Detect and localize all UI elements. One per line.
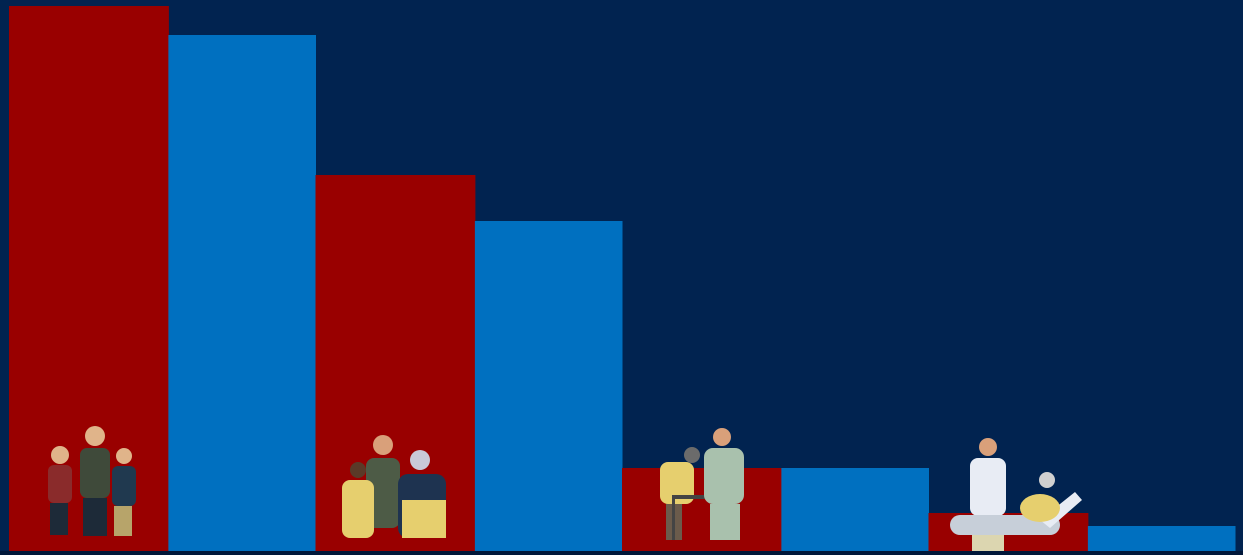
bars [9, 6, 1236, 551]
bar [1087, 526, 1236, 551]
people-illustration [48, 426, 136, 536]
bar [622, 468, 782, 551]
bar [781, 468, 929, 551]
bar [474, 221, 623, 551]
people-illustration [342, 435, 446, 538]
people-illustration [950, 438, 1082, 552]
illustrations [48, 426, 1082, 552]
people-illustration [660, 428, 744, 540]
bar [168, 35, 316, 551]
